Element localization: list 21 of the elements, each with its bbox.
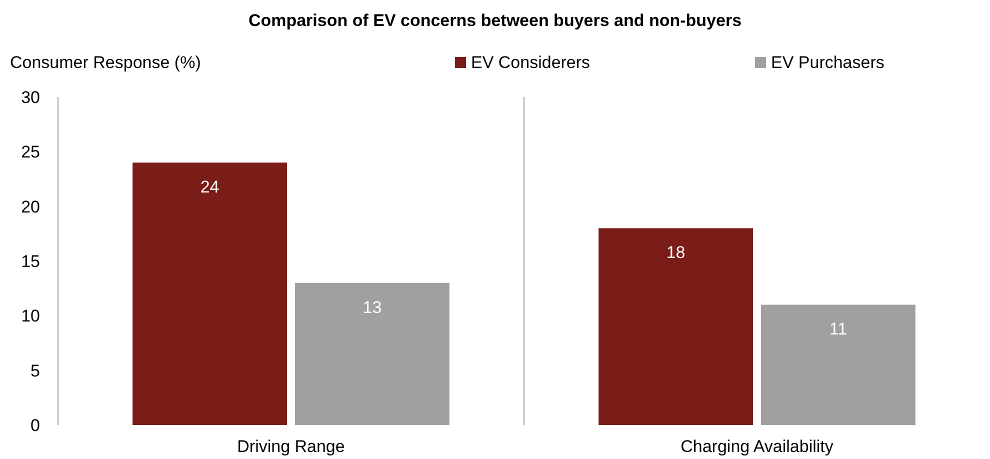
chart-title: Comparison of EV concerns between buyers and non-buyers [248,11,742,30]
y-tick-label: 0 [30,416,40,435]
data-label: 24 [200,178,220,197]
data-label: 11 [829,320,848,339]
bar [132,162,287,425]
legend-label: EV Purchasers [771,53,884,72]
y-axis-title: Consumer Response (%) [10,53,201,72]
legend-label: EV Considerers [471,53,590,72]
x-tick-label: Charging Availability [680,437,834,456]
y-tick-label: 15 [21,252,40,271]
y-tick-label: 10 [21,306,40,326]
y-tick-label: 25 [21,142,40,162]
bar [761,304,916,425]
data-label: 18 [666,243,686,262]
x-tick-label: Driving Range [237,437,345,456]
bar [295,282,450,425]
bar [598,228,753,425]
y-tick-label: 30 [21,88,40,107]
y-tick-label: 20 [21,197,40,216]
data-label: 13 [362,298,382,317]
y-tick-label: 5 [30,361,40,380]
